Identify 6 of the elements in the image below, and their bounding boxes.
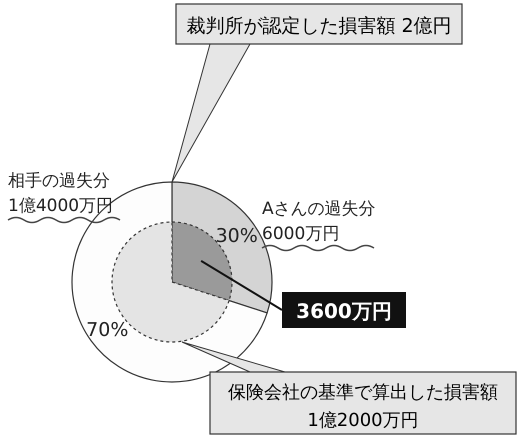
data-label: 30% bbox=[216, 224, 258, 247]
text: 保険会社の基準で算出した損害額 1億2000万円 bbox=[228, 382, 498, 431]
chart-title: 裁判所が認定した損害額 2億円 bbox=[186, 15, 452, 37]
slice-label: Aさんの過失分 6000万円 bbox=[262, 199, 376, 244]
data-label: 3600万円 bbox=[296, 299, 392, 323]
data-label: 70% bbox=[86, 319, 128, 342]
